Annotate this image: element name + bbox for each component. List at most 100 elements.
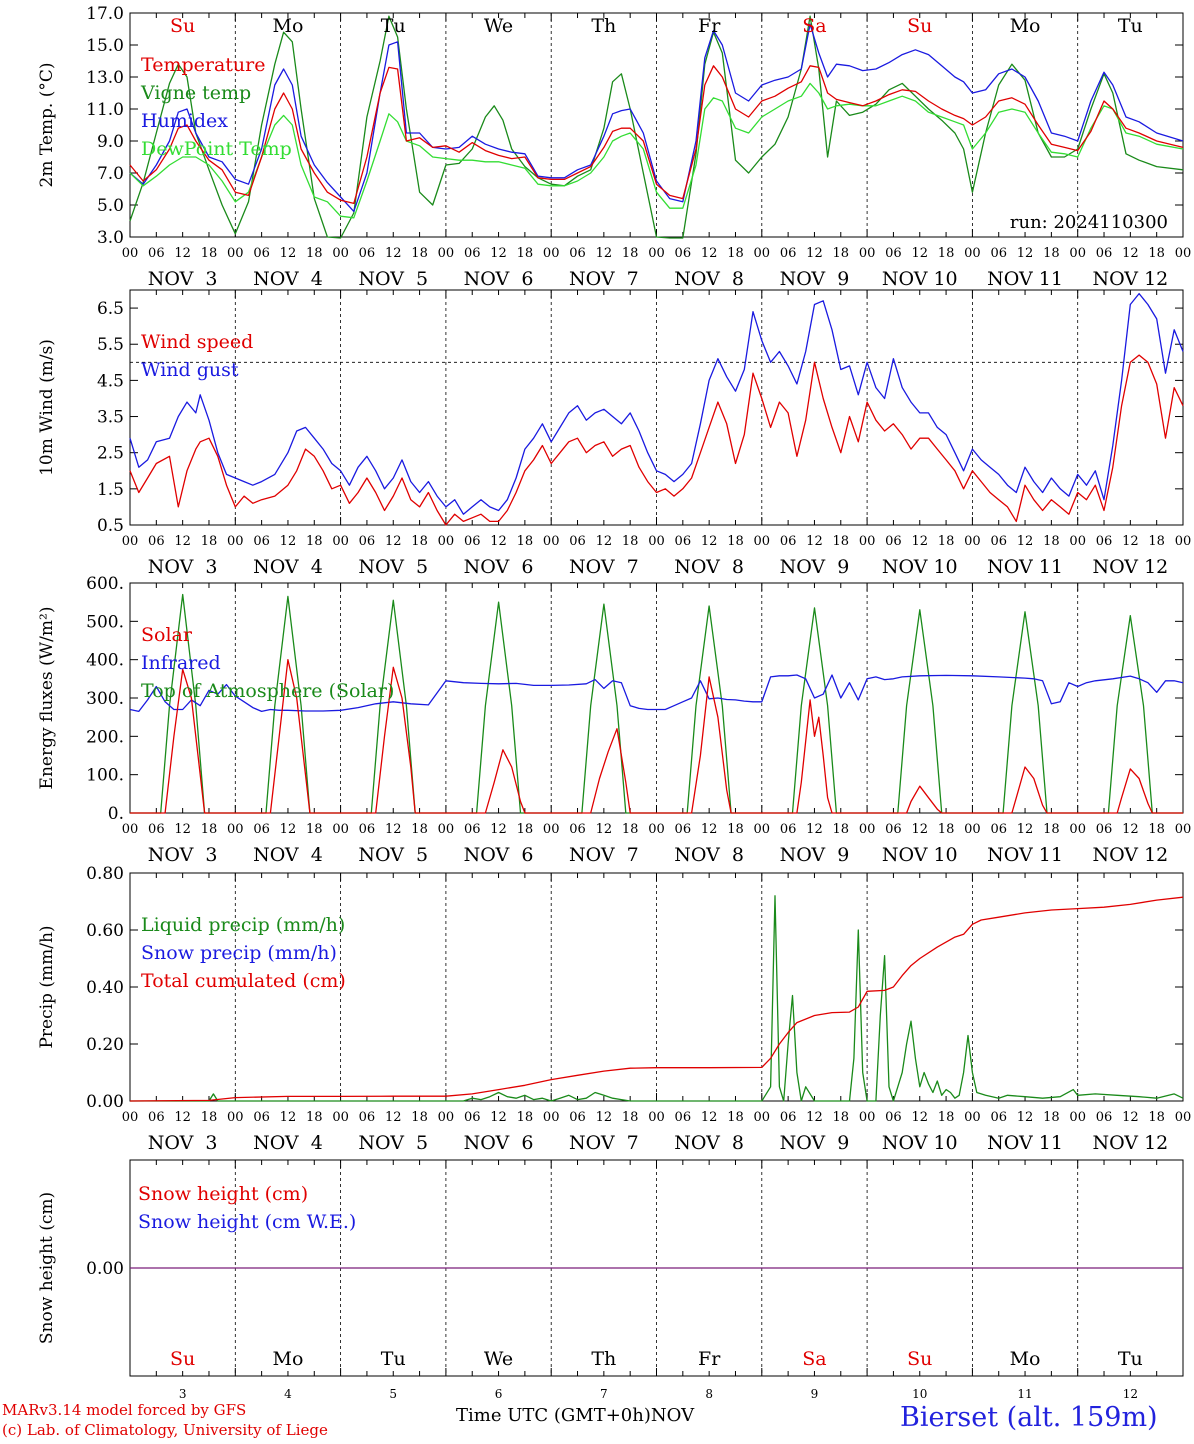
legend-entry: Solar xyxy=(141,624,193,646)
hour-label: 12 xyxy=(280,246,297,261)
y-tick-label: 0.20 xyxy=(86,1035,124,1055)
legend-entry: Wind gust xyxy=(141,359,239,381)
y-tick-label: 0.00 xyxy=(86,1259,124,1279)
panel-wind: 0.5 1.5 2.5 3.5 4.5 5.5 6.5 10m Wind (m/s) Wind … xyxy=(37,289,1191,578)
hour-label: 18 xyxy=(201,822,218,837)
hour-label: 12 xyxy=(280,822,297,837)
y-tick-label: 3.0 xyxy=(97,228,124,248)
day-name: Tu xyxy=(1118,1348,1143,1370)
legend-entry: Temperature xyxy=(141,54,265,76)
hour-label: 12 xyxy=(596,534,613,549)
hour-label: 12 xyxy=(1122,534,1139,549)
hour-label: 00 xyxy=(543,534,560,549)
hour-label: 18 xyxy=(833,534,850,549)
hour-label: 06 xyxy=(780,534,797,549)
date-label: NOV 8 xyxy=(674,556,744,578)
y-tick-label: 15.0 xyxy=(86,36,124,56)
y-axis-label: Snow height (cm) xyxy=(37,1192,57,1344)
day-name: Su xyxy=(907,1348,932,1370)
hour-label: 12 xyxy=(490,1110,507,1125)
legend-entry: Top of Atmosphere (Solar) xyxy=(141,680,394,702)
day-number: 8 xyxy=(705,1387,713,1401)
date-label: NOV 12 xyxy=(1092,556,1168,578)
panel-precip: 0.00 0.20 0.40 0.60 0.80 Precip (mm/h) Liquid … xyxy=(37,864,1191,1154)
hour-label: 06 xyxy=(253,246,270,261)
y-tick-label: 0.60 xyxy=(86,921,124,941)
hour-label: 00 xyxy=(648,534,665,549)
y-tick-label: 13.0 xyxy=(86,68,124,88)
hour-label: 00 xyxy=(122,1110,139,1125)
hour-label: 12 xyxy=(490,246,507,261)
hour-label: 00 xyxy=(1069,822,1086,837)
hour-label: 18 xyxy=(622,1110,639,1125)
date-label: NOV 8 xyxy=(674,844,744,866)
hour-label: 00 xyxy=(1175,822,1192,837)
legend-entry: Snow height (cm W.E.) xyxy=(138,1211,356,1233)
legend-entry: Snow height (cm) xyxy=(138,1183,308,1205)
day-name: Th xyxy=(591,15,616,37)
hour-label: 00 xyxy=(122,822,139,837)
hour-label: 18 xyxy=(1148,246,1165,261)
hour-label: 12 xyxy=(385,534,402,549)
legend-entry: DewPoint Temp xyxy=(141,138,292,160)
legend-entry: Vigne temp xyxy=(140,82,251,104)
y-tick-label: 300. xyxy=(86,689,124,709)
run-annotation: run: 2024110300 xyxy=(1010,212,1168,233)
hour-label: 18 xyxy=(411,1110,428,1125)
series-line xyxy=(129,292,1184,515)
date-label: NOV 6 xyxy=(464,268,534,290)
hour-label: 12 xyxy=(596,1110,613,1125)
y-tick-label: 6.5 xyxy=(97,299,124,319)
hour-label: 00 xyxy=(227,1110,244,1125)
hour-label: 18 xyxy=(411,534,428,549)
y-tick-label: 11.0 xyxy=(86,100,124,120)
hour-label: 06 xyxy=(253,534,270,549)
legend-entry: Humidex xyxy=(141,110,228,132)
hour-label: 18 xyxy=(622,534,639,549)
time-axis-label: Time UTC (GMT+0h)NOV xyxy=(456,1405,694,1426)
hour-label: 00 xyxy=(543,1110,560,1125)
hour-label: 00 xyxy=(438,534,455,549)
hour-label: 06 xyxy=(148,534,165,549)
date-label: NOV 12 xyxy=(1092,1132,1168,1154)
hour-label: 06 xyxy=(780,246,797,261)
y-tick-label: 2.5 xyxy=(97,444,124,464)
hour-label: 00 xyxy=(1069,534,1086,549)
hour-label: 06 xyxy=(990,822,1007,837)
hour-label: 00 xyxy=(438,822,455,837)
hour-label: 12 xyxy=(1122,822,1139,837)
date-label: NOV 9 xyxy=(780,268,850,290)
hour-label: 00 xyxy=(1175,1110,1192,1125)
hour-label: 18 xyxy=(622,822,639,837)
y-tick-label: 3.5 xyxy=(97,408,124,428)
y-axis-label: 10m Wind (m/s) xyxy=(37,339,57,476)
series-line xyxy=(130,659,1183,814)
hour-label: 06 xyxy=(990,534,1007,549)
y-tick-label: 5.0 xyxy=(97,196,124,216)
hour-label: 00 xyxy=(859,822,876,837)
day-name: Su xyxy=(170,1348,195,1370)
hour-label: 06 xyxy=(675,822,692,837)
y-tick-label: 200. xyxy=(86,727,124,747)
day-number: 11 xyxy=(1017,1387,1032,1401)
hour-label: 18 xyxy=(833,822,850,837)
date-label: NOV 5 xyxy=(358,1132,428,1154)
date-label: NOV 4 xyxy=(253,1132,323,1154)
day-number: 10 xyxy=(912,1387,927,1401)
date-label: NOV 9 xyxy=(780,1132,850,1154)
y-tick-label: 100. xyxy=(86,766,124,786)
hour-label: 06 xyxy=(359,534,376,549)
date-label: NOV 11 xyxy=(987,268,1063,290)
hour-label: 00 xyxy=(648,1110,665,1125)
date-label: NOV 12 xyxy=(1092,844,1168,866)
day-name: Tu xyxy=(1118,15,1143,37)
hour-label: 00 xyxy=(438,1110,455,1125)
hour-label: 18 xyxy=(727,534,744,549)
hour-label: 00 xyxy=(227,822,244,837)
date-label: NOV 4 xyxy=(253,268,323,290)
hour-label: 06 xyxy=(253,822,270,837)
hour-label: 18 xyxy=(517,246,534,261)
hour-label: 18 xyxy=(622,246,639,261)
hour-label: 06 xyxy=(885,822,902,837)
y-axis-label: Precip (mm/h) xyxy=(37,925,57,1048)
